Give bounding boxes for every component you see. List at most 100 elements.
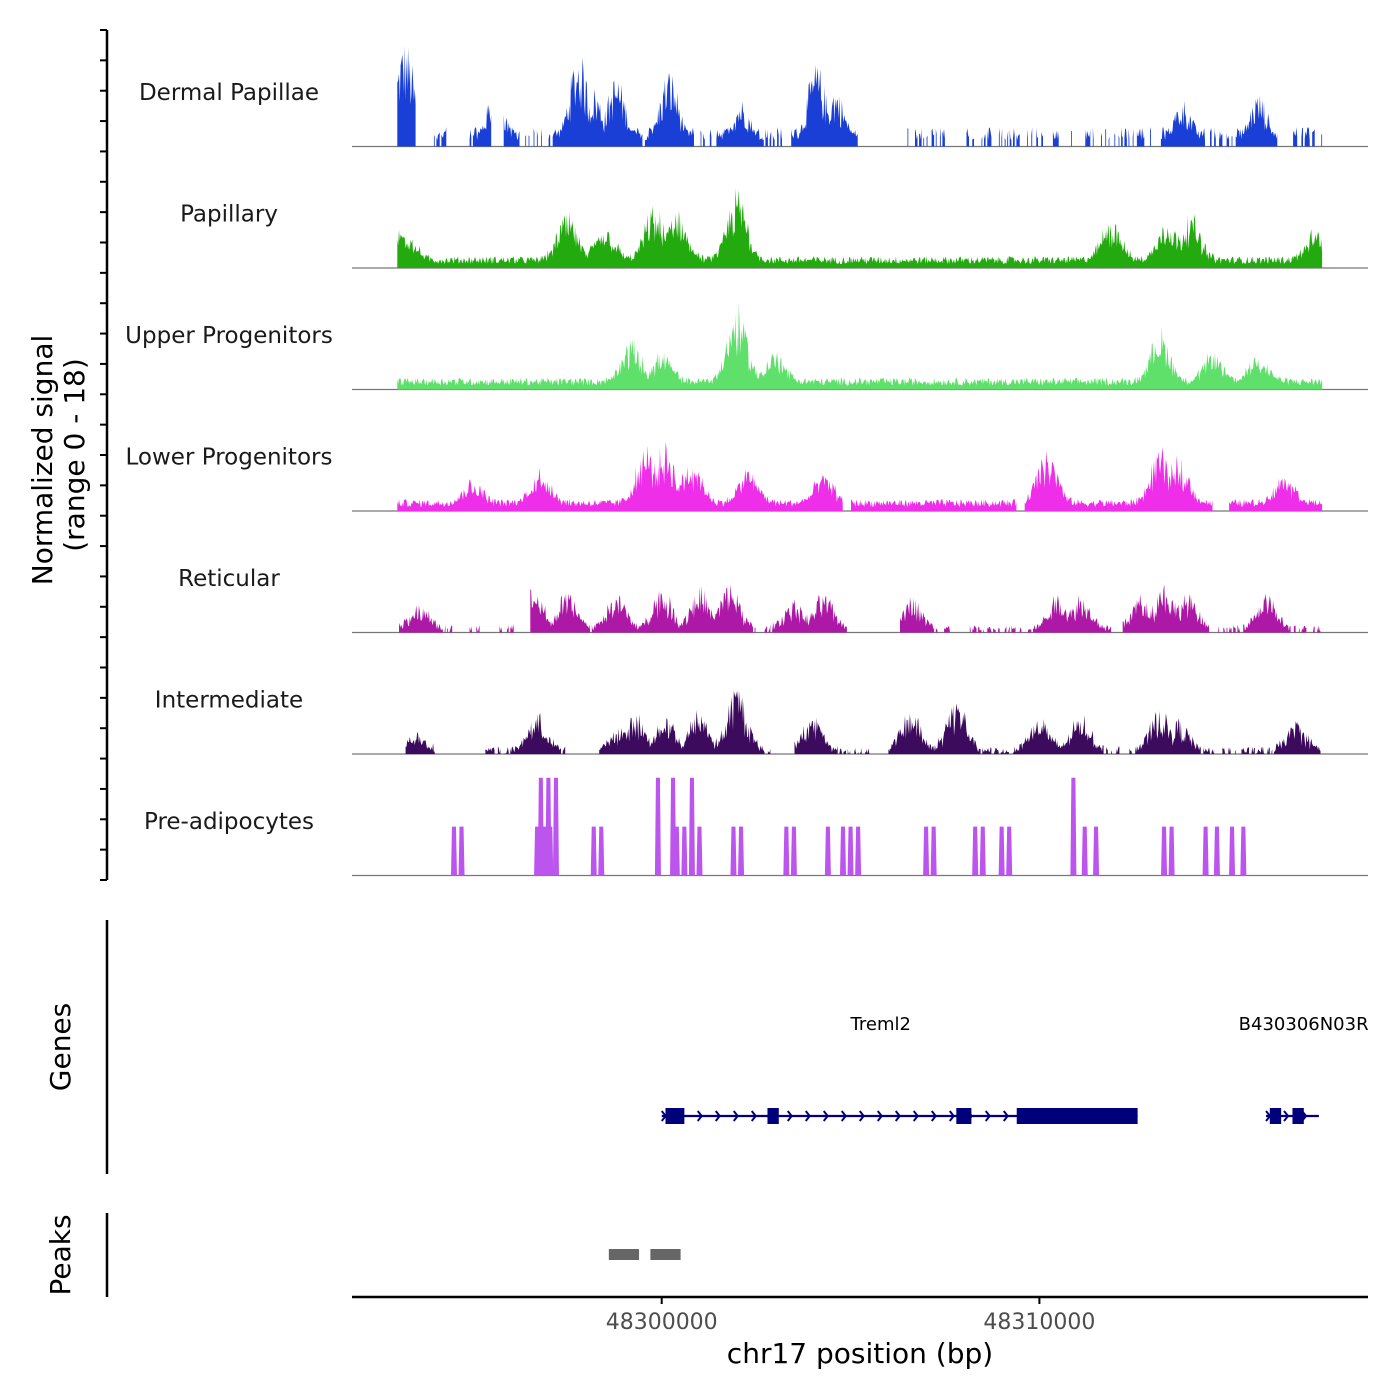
signal-area bbox=[1028, 629, 1032, 633]
signal-area bbox=[772, 595, 847, 633]
signal-bar bbox=[855, 826, 862, 876]
signal-area bbox=[1136, 127, 1145, 147]
track-intermediate: Intermediate bbox=[155, 688, 1368, 755]
signal-area bbox=[476, 625, 480, 633]
signal-area bbox=[969, 625, 971, 633]
signal-area bbox=[935, 628, 938, 633]
signal-area bbox=[931, 128, 935, 147]
signal-area bbox=[993, 628, 996, 633]
signal-area bbox=[1016, 133, 1020, 147]
signal-area bbox=[533, 128, 535, 147]
gene-track: Treml2 B430306N03Rik bbox=[660, 1014, 1368, 1124]
signal-area bbox=[847, 748, 851, 754]
gene-exon bbox=[767, 1108, 779, 1124]
signal-area bbox=[769, 131, 772, 147]
strand-arrow bbox=[714, 1110, 721, 1122]
signal-area bbox=[998, 626, 1000, 633]
signal-area bbox=[1122, 584, 1210, 633]
signal-area bbox=[1203, 747, 1210, 754]
signal-area bbox=[1317, 625, 1321, 633]
signal-area bbox=[485, 747, 495, 754]
signal-area bbox=[794, 717, 838, 754]
signal-area bbox=[851, 499, 1017, 511]
signal-area bbox=[1129, 747, 1132, 754]
signal-area bbox=[993, 747, 999, 754]
signal-bar bbox=[783, 826, 790, 876]
x-tick-label: 48300000 bbox=[606, 1310, 718, 1335]
signal-area bbox=[1019, 627, 1022, 633]
signal-area bbox=[1011, 625, 1016, 633]
signal-area bbox=[548, 134, 551, 147]
signal-area bbox=[772, 135, 775, 147]
signal-area bbox=[1298, 627, 1300, 633]
signal-bar bbox=[979, 826, 986, 876]
signal-area bbox=[1121, 127, 1123, 147]
signal-area bbox=[1132, 129, 1134, 147]
signal-area bbox=[1218, 625, 1220, 633]
peak-region bbox=[650, 1249, 681, 1260]
signal-area bbox=[591, 584, 753, 633]
signal-area bbox=[1226, 627, 1228, 633]
signal-area bbox=[1128, 128, 1130, 147]
strand-arrow bbox=[750, 1110, 757, 1122]
signal-area bbox=[1124, 128, 1127, 147]
signal-bar bbox=[1161, 826, 1168, 876]
track-upper-progenitors: Upper Progenitors bbox=[125, 303, 1368, 391]
signal-area bbox=[397, 441, 843, 511]
signal-area bbox=[469, 626, 473, 633]
signal-area bbox=[987, 127, 992, 147]
signal-area bbox=[1031, 127, 1033, 147]
signal-area bbox=[972, 138, 974, 147]
signal-area bbox=[1229, 478, 1323, 511]
signal-tracks: Dermal Papillae Papillary Upper Progenitor… bbox=[125, 45, 1368, 877]
signal-area bbox=[900, 597, 935, 633]
signal-area bbox=[981, 136, 983, 147]
track-label: Papillary bbox=[180, 202, 278, 228]
signal-bar bbox=[450, 826, 457, 876]
signal-area bbox=[767, 748, 771, 754]
signal-area bbox=[397, 45, 416, 147]
gene-treml2: Treml2 bbox=[660, 1014, 1138, 1124]
signal-area bbox=[907, 127, 909, 147]
signal-area bbox=[1211, 749, 1215, 754]
signal-area bbox=[599, 689, 765, 754]
signal-area bbox=[1301, 127, 1303, 147]
signal-area bbox=[1024, 446, 1213, 511]
signal-area bbox=[1150, 127, 1151, 147]
signal-area bbox=[405, 731, 435, 754]
signal-area bbox=[1267, 747, 1270, 754]
signal-area bbox=[397, 188, 1323, 268]
signal-bar bbox=[930, 826, 937, 876]
signal-area bbox=[1041, 131, 1043, 147]
gene-name-label: Treml2 bbox=[850, 1014, 911, 1035]
track-label: Reticular bbox=[178, 566, 280, 592]
strand-arrow bbox=[948, 1110, 955, 1122]
signal-area bbox=[703, 133, 705, 147]
track-pre-adipocytes: Pre-adipocytes bbox=[144, 777, 1368, 877]
signal-area bbox=[780, 127, 782, 147]
track-label: Upper Progenitors bbox=[125, 323, 333, 349]
signal-area bbox=[472, 104, 492, 147]
track-label: Pre-adipocytes bbox=[144, 809, 314, 835]
signal-area bbox=[1085, 129, 1091, 147]
signal-area bbox=[399, 605, 443, 633]
gene-exon bbox=[665, 1108, 685, 1124]
signal-area bbox=[1233, 625, 1236, 633]
signal-area bbox=[1251, 747, 1255, 754]
signal-bar bbox=[1006, 826, 1013, 876]
signal-area bbox=[1304, 127, 1310, 147]
x-tick-label: 48310000 bbox=[983, 1310, 1095, 1335]
signal-area bbox=[700, 130, 702, 147]
track-reticular: Reticular bbox=[178, 566, 1368, 634]
signal-area bbox=[860, 747, 862, 754]
signal-area bbox=[1241, 747, 1249, 754]
signal-area bbox=[536, 130, 538, 147]
signal-area bbox=[915, 128, 918, 147]
signal-area bbox=[1226, 133, 1230, 147]
signal-area bbox=[433, 134, 435, 147]
signal-area bbox=[1210, 127, 1212, 147]
signal-area bbox=[1237, 624, 1240, 633]
strand-arrow bbox=[894, 1110, 901, 1122]
signal-area bbox=[1256, 746, 1264, 754]
